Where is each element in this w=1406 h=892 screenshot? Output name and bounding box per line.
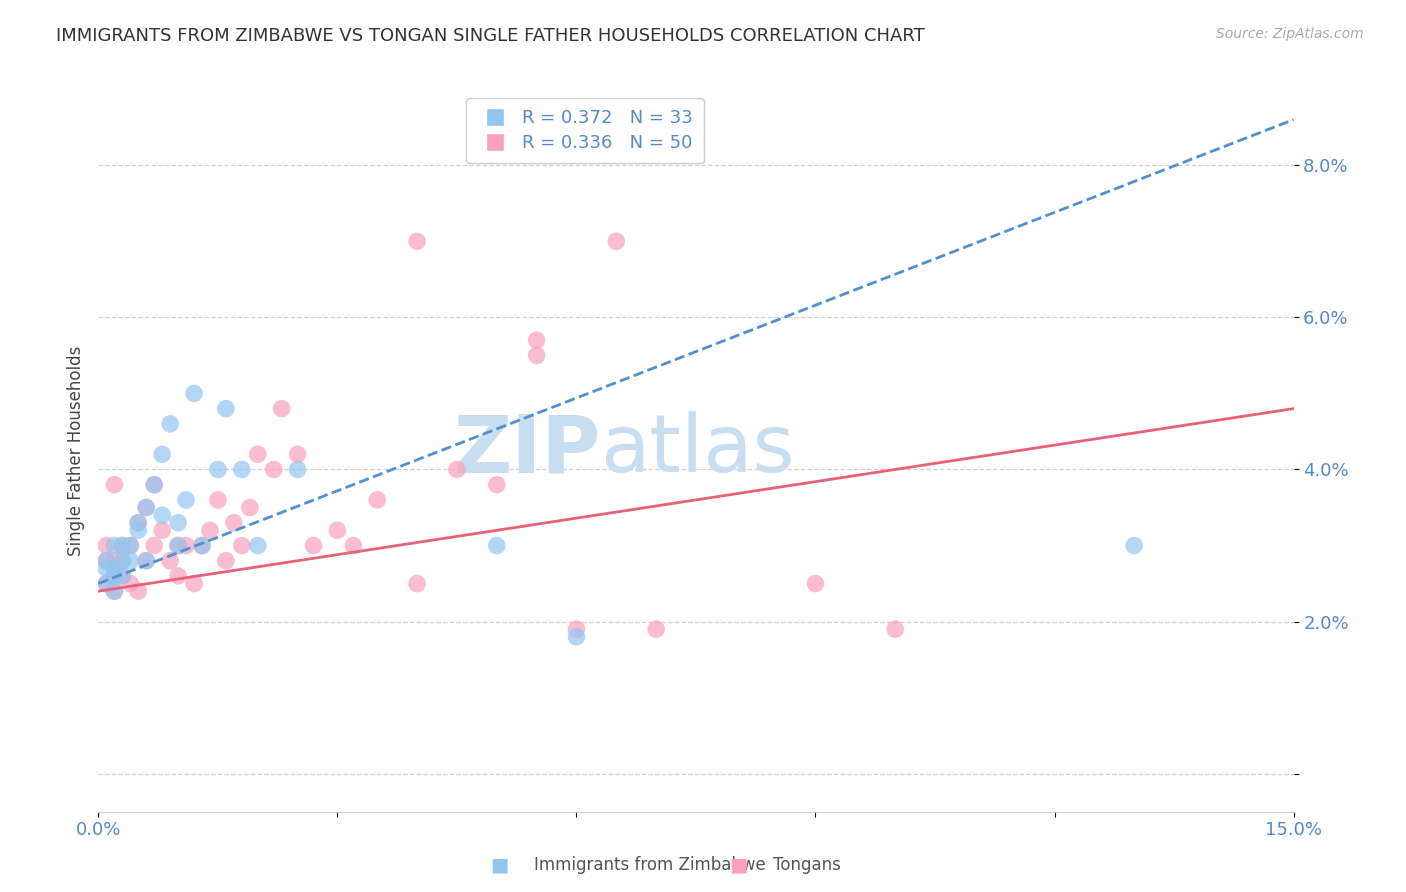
Point	[485, 477, 508, 491]
Point	[111, 554, 134, 568]
Point	[287, 462, 309, 476]
Point	[143, 539, 166, 553]
Point	[526, 333, 548, 347]
Point	[96, 576, 118, 591]
Point	[120, 539, 142, 553]
Point	[326, 524, 349, 538]
Point	[103, 539, 125, 553]
Point	[103, 554, 125, 568]
Point	[111, 554, 134, 568]
Point	[565, 630, 588, 644]
Point	[446, 462, 468, 476]
Point	[135, 554, 157, 568]
Point	[565, 622, 588, 636]
Text: ■: ■	[728, 855, 748, 875]
Point	[96, 539, 118, 553]
Point	[143, 477, 166, 491]
Point	[605, 235, 627, 249]
Point	[150, 524, 173, 538]
Point	[215, 554, 238, 568]
Point	[342, 539, 364, 553]
Point	[167, 516, 190, 530]
Point	[167, 539, 190, 553]
Point	[246, 447, 269, 461]
Point	[150, 447, 173, 461]
Point	[263, 462, 285, 476]
Point	[127, 516, 149, 530]
Point	[127, 516, 149, 530]
Point	[111, 539, 134, 553]
Text: ■: ■	[489, 855, 509, 875]
Point	[143, 477, 166, 491]
Point	[207, 462, 229, 476]
Point	[159, 554, 181, 568]
Point	[198, 524, 221, 538]
Point	[96, 554, 118, 568]
Point	[645, 622, 668, 636]
Point	[270, 401, 292, 416]
Point	[1123, 539, 1146, 553]
Point	[103, 477, 125, 491]
Point	[287, 447, 309, 461]
Point	[103, 569, 125, 583]
Point	[111, 569, 134, 583]
Text: atlas: atlas	[600, 411, 794, 490]
Point	[231, 462, 253, 476]
Point	[127, 524, 149, 538]
Text: ZIP: ZIP	[453, 411, 600, 490]
Point	[167, 569, 190, 583]
Point	[167, 539, 190, 553]
Point	[485, 539, 508, 553]
Point	[96, 561, 118, 575]
Point	[135, 500, 157, 515]
Point	[406, 576, 429, 591]
Point	[239, 500, 262, 515]
Point	[207, 492, 229, 507]
Text: Tongans: Tongans	[773, 856, 841, 874]
Point	[120, 539, 142, 553]
Point	[135, 500, 157, 515]
Text: Immigrants from Zimbabwe: Immigrants from Zimbabwe	[534, 856, 766, 874]
Point	[150, 508, 173, 522]
Point	[231, 539, 253, 553]
Point	[246, 539, 269, 553]
Point	[366, 492, 388, 507]
Point	[174, 492, 197, 507]
Point	[222, 516, 245, 530]
Point	[103, 584, 125, 599]
Point	[96, 554, 118, 568]
Point	[159, 417, 181, 431]
Point	[135, 554, 157, 568]
Point	[103, 561, 125, 575]
Point	[183, 576, 205, 591]
Point	[111, 539, 134, 553]
Point	[215, 401, 238, 416]
Point	[183, 386, 205, 401]
Point	[111, 569, 134, 583]
Legend: R = 0.372   N = 33, R = 0.336   N = 50: R = 0.372 N = 33, R = 0.336 N = 50	[465, 98, 703, 163]
Point	[103, 584, 125, 599]
Point	[191, 539, 214, 553]
Point	[120, 576, 142, 591]
Point	[127, 584, 149, 599]
Point	[96, 576, 118, 591]
Point	[804, 576, 827, 591]
Text: Source: ZipAtlas.com: Source: ZipAtlas.com	[1216, 27, 1364, 41]
Point	[884, 622, 907, 636]
Point	[191, 539, 214, 553]
Point	[526, 348, 548, 362]
Point	[302, 539, 325, 553]
Point	[120, 554, 142, 568]
Y-axis label: Single Father Households: Single Father Households	[66, 345, 84, 556]
Text: IMMIGRANTS FROM ZIMBABWE VS TONGAN SINGLE FATHER HOUSEHOLDS CORRELATION CHART: IMMIGRANTS FROM ZIMBABWE VS TONGAN SINGL…	[56, 27, 925, 45]
Point	[103, 569, 125, 583]
Point	[406, 235, 429, 249]
Point	[174, 539, 197, 553]
